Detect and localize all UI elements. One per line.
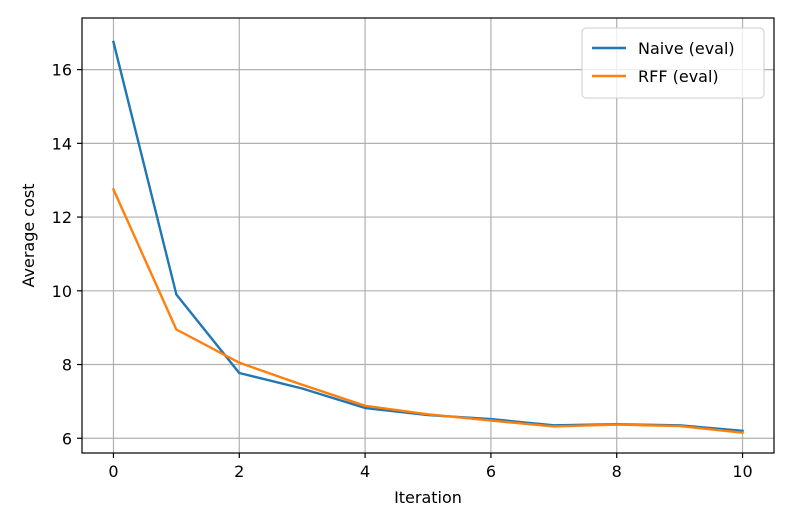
y-tick-label: 16 [52,61,72,80]
x-tick-label: 6 [486,462,496,481]
x-axis-label: Iteration [394,488,462,507]
series-line-1 [111,40,744,433]
series-line-2 [111,187,744,435]
plot-frame [81,17,775,454]
y-tick-label: 6 [62,429,72,448]
x-tick-label: 0 [108,462,118,481]
y-axis: 6 8 10 12 14 16 [52,61,82,448]
y-tick-label: 8 [62,356,72,375]
series-lines [111,40,744,435]
y-tick-label: 12 [52,208,72,227]
legend: Naive (eval) RFF (eval) [581,27,765,99]
legend-label-1: Naive (eval) [638,39,735,58]
x-tick-label: 2 [234,462,244,481]
y-tick-label: 10 [52,282,72,301]
x-tick-label: 4 [360,462,370,481]
x-tick-label: 8 [612,462,622,481]
y-tick-label: 14 [52,134,72,153]
x-axis: 0 2 4 6 8 10 [108,453,753,481]
legend-label-2: RFF (eval) [638,67,719,86]
x-tick-label: 10 [732,462,752,481]
legend-box [581,27,765,99]
y-axis-label: Average cost [19,184,38,288]
